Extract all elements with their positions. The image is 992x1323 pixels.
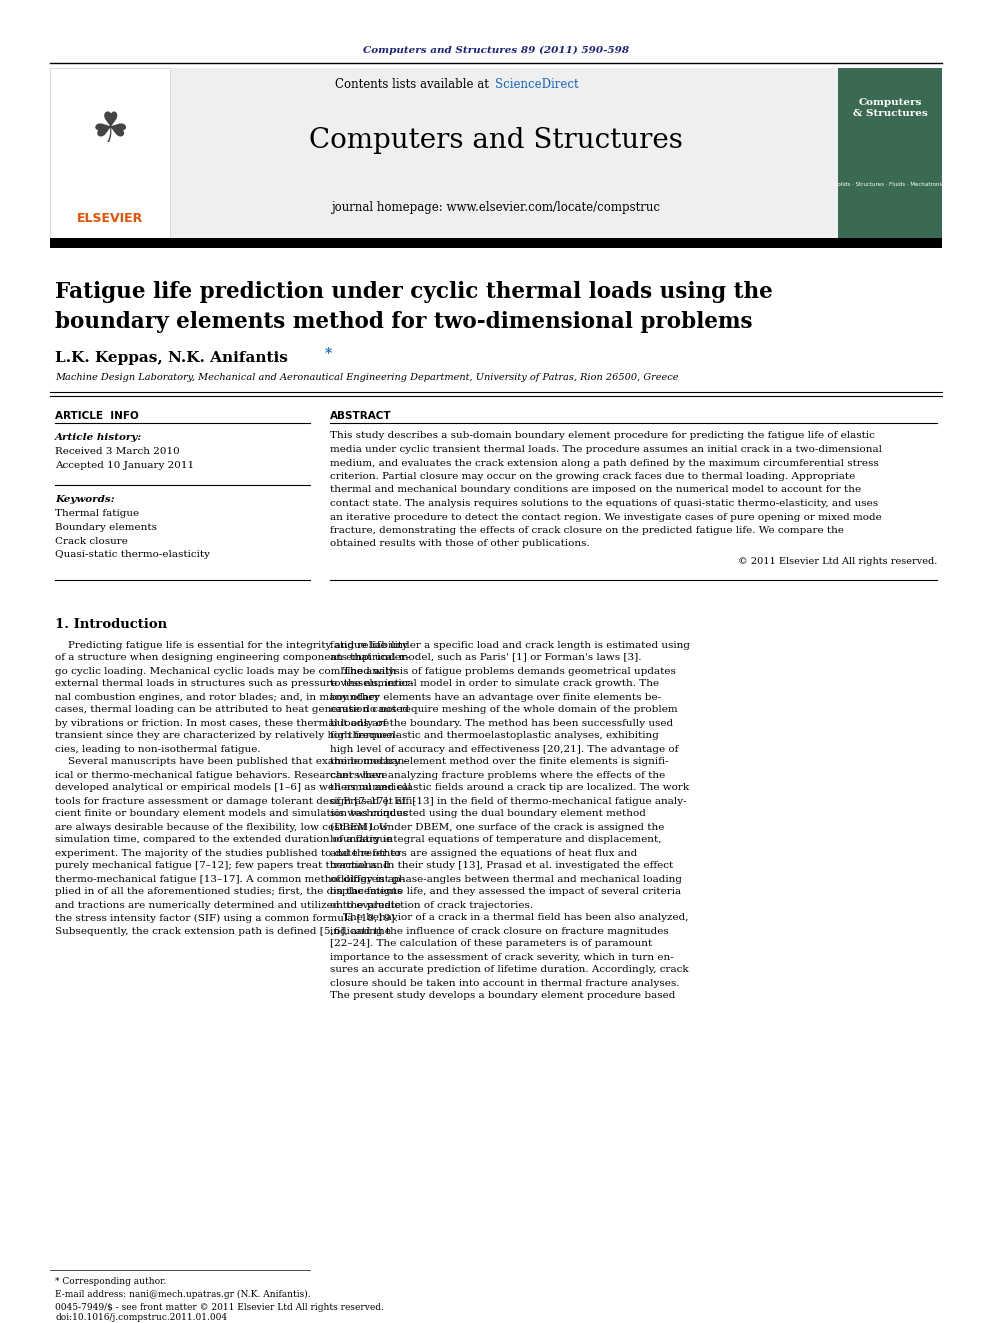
Text: ScienceDirect: ScienceDirect <box>495 78 578 91</box>
Text: medium, and evaluates the crack extension along a path defined by the maximum ci: medium, and evaluates the crack extensio… <box>330 459 879 467</box>
Text: cases, thermal loading can be attributed to heat generation caused: cases, thermal loading can be attributed… <box>55 705 409 714</box>
Text: contact state. The analysis requires solutions to the equations of quasi-static : contact state. The analysis requires sol… <box>330 499 878 508</box>
Text: E-mail address: nani@mech.upatras.gr (N.K. Anifantis).: E-mail address: nani@mech.upatras.gr (N.… <box>55 1290 310 1299</box>
Text: thermo-mechanical fatigue [13–17]. A common methodology is ap-: thermo-mechanical fatigue [13–17]. A com… <box>55 875 405 884</box>
Text: are always desirable because of the flexibility, low cost and low: are always desirable because of the flex… <box>55 823 389 831</box>
Text: Quasi-static thermo-elasticity: Quasi-static thermo-elasticity <box>55 550 210 560</box>
Text: L.K. Keppas, N.K. Anifantis: L.K. Keppas, N.K. Anifantis <box>55 351 288 365</box>
Text: thermal and elastic fields around a crack tip are localized. The work: thermal and elastic fields around a crac… <box>330 783 689 792</box>
Text: cient finite or boundary element models and simulation techniques: cient finite or boundary element models … <box>55 810 408 819</box>
Text: ELSEVIER: ELSEVIER <box>76 212 143 225</box>
Text: of a structure when designing engineering components that under-: of a structure when designing engineerin… <box>55 654 410 663</box>
Text: [22–24]. The calculation of these parameters is of paramount: [22–24]. The calculation of these parame… <box>330 939 653 949</box>
Text: purely mechanical fatigue [7–12]; few papers treat thermal and: purely mechanical fatigue [7–12]; few pa… <box>55 861 390 871</box>
Text: 1. Introduction: 1. Introduction <box>55 618 167 631</box>
Text: sures an accurate prediction of lifetime duration. Accordingly, crack: sures an accurate prediction of lifetime… <box>330 966 688 975</box>
Text: media under cyclic transient thermal loads. The procedure assumes an initial cra: media under cyclic transient thermal loa… <box>330 445 882 454</box>
Text: *: * <box>325 347 332 361</box>
Text: Keywords:: Keywords: <box>55 496 115 504</box>
Text: but only of the boundary. The method has been successfully used: but only of the boundary. The method has… <box>330 718 674 728</box>
Text: doi:10.1016/j.compstruc.2011.01.004: doi:10.1016/j.compstruc.2011.01.004 <box>55 1314 227 1323</box>
Text: high level of accuracy and effectiveness [20,21]. The advantage of: high level of accuracy and effectiveness… <box>330 745 679 754</box>
Text: the boundary element method over the finite elements is signifi-: the boundary element method over the fin… <box>330 758 669 766</box>
Text: of Prasad et al. [13] in the field of thermo-mechanical fatigue analy-: of Prasad et al. [13] in the field of th… <box>330 796 686 806</box>
Text: of different phase-angles between thermal and mechanical loading: of different phase-angles between therma… <box>330 875 682 884</box>
Text: boundary elements method for two-dimensional problems: boundary elements method for two-dimensi… <box>55 311 753 333</box>
Text: obtained results with those of other publications.: obtained results with those of other pub… <box>330 540 590 549</box>
Text: Computers and Structures: Computers and Structures <box>310 127 682 153</box>
Text: Fatigue life prediction under cyclic thermal loads using the: Fatigue life prediction under cyclic the… <box>55 280 773 303</box>
Text: (DBEM). Under DBEM, one surface of the crack is assigned the: (DBEM). Under DBEM, one surface of the c… <box>330 823 665 832</box>
FancyBboxPatch shape <box>838 67 942 239</box>
Text: Crack closure: Crack closure <box>55 537 128 545</box>
Text: ☘: ☘ <box>91 108 129 151</box>
Text: Thermal fatigue: Thermal fatigue <box>55 509 139 519</box>
Text: developed analytical or empirical models [1–6] as well as numerical: developed analytical or empirical models… <box>55 783 412 792</box>
Text: boundary integral equations of temperature and displacement,: boundary integral equations of temperatu… <box>330 836 662 844</box>
FancyBboxPatch shape <box>50 238 942 247</box>
Text: transient since they are characterized by relatively high frequen-: transient since they are characterized b… <box>55 732 399 741</box>
Text: Several manuscripts have been published that examine mechan-: Several manuscripts have been published … <box>55 758 408 766</box>
Text: indicating the influence of crack closure on fracture magnitudes: indicating the influence of crack closur… <box>330 926 669 935</box>
Text: and tractions are numerically determined and utilized to evaluate: and tractions are numerically determined… <box>55 901 401 909</box>
Text: closure should be taken into account in thermal fracture analyses.: closure should be taken into account in … <box>330 979 680 987</box>
Text: sis was conducted using the dual boundary element method: sis was conducted using the dual boundar… <box>330 810 646 819</box>
Text: ical or thermo-mechanical fatigue behaviors. Researchers have: ical or thermo-mechanical fatigue behavi… <box>55 770 388 779</box>
Text: on the prediction of crack trajectories.: on the prediction of crack trajectories. <box>330 901 533 909</box>
Text: ARTICLE  INFO: ARTICLE INFO <box>55 411 139 421</box>
Text: an iterative procedure to detect the contact region. We investigate cases of pur: an iterative procedure to detect the con… <box>330 512 882 521</box>
FancyBboxPatch shape <box>170 67 838 239</box>
Text: nal combustion engines, and rotor blades; and, in many other: nal combustion engines, and rotor blades… <box>55 692 380 701</box>
Text: an empirical model, such as Paris' [1] or Forman's laws [3].: an empirical model, such as Paris' [1] o… <box>330 654 642 663</box>
Text: tractions. In their study [13], Prasad et al. investigated the effect: tractions. In their study [13], Prasad e… <box>330 861 674 871</box>
Text: Accepted 10 January 2011: Accepted 10 January 2011 <box>55 460 194 470</box>
Text: the stress intensity factor (SIF) using a common formula [18,19].: the stress intensity factor (SIF) using … <box>55 913 398 922</box>
Text: by vibrations or friction. In most cases, these thermal loads are: by vibrations or friction. In most cases… <box>55 718 389 728</box>
Text: boundary elements have an advantage over finite elements be-: boundary elements have an advantage over… <box>330 692 661 701</box>
Text: Computers and Structures 89 (2011) 590-598: Computers and Structures 89 (2011) 590-5… <box>363 45 629 54</box>
Text: This study describes a sub-domain boundary element procedure for predicting the : This study describes a sub-domain bounda… <box>330 431 875 441</box>
Text: Article history:: Article history: <box>55 434 142 442</box>
FancyBboxPatch shape <box>50 67 170 239</box>
Text: cause do not require meshing of the whole domain of the problem: cause do not require meshing of the whol… <box>330 705 678 714</box>
Text: The analysis of fatigue problems demands geometrical updates: The analysis of fatigue problems demands… <box>330 667 676 676</box>
Text: The behavior of a crack in a thermal field has been also analyzed,: The behavior of a crack in a thermal fie… <box>330 913 688 922</box>
Text: cies, leading to non-isothermal fatigue.: cies, leading to non-isothermal fatigue. <box>55 745 261 754</box>
Text: on the fatigue life, and they assessed the impact of several criteria: on the fatigue life, and they assessed t… <box>330 888 682 897</box>
Text: The present study develops a boundary element procedure based: The present study develops a boundary el… <box>330 991 676 1000</box>
Text: Solids · Structures · Fluids · Mechatronics: Solids · Structures · Fluids · Mechatron… <box>833 183 946 188</box>
Text: * Corresponding author.: * Corresponding author. <box>55 1278 167 1286</box>
Text: criterion. Partial closure may occur on the growing crack faces due to thermal l: criterion. Partial closure may occur on … <box>330 472 855 482</box>
Text: Received 3 March 2010: Received 3 March 2010 <box>55 447 180 456</box>
Text: cant when analyzing fracture problems where the effects of the: cant when analyzing fracture problems wh… <box>330 770 666 779</box>
Text: go cyclic loading. Mechanical cyclic loads may be combined with: go cyclic loading. Mechanical cyclic loa… <box>55 667 396 676</box>
Text: simulation time, compared to the extended duration of a fatigue: simulation time, compared to the extende… <box>55 836 392 844</box>
Text: Boundary elements: Boundary elements <box>55 523 157 532</box>
Text: Subsequently, the crack extension path is defined [5,6], and the: Subsequently, the crack extension path i… <box>55 926 391 935</box>
Text: Computers
& Structures: Computers & Structures <box>853 98 928 118</box>
Text: experiment. The majority of the studies published to date refer to: experiment. The majority of the studies … <box>55 848 401 857</box>
Text: Machine Design Laboratory, Mechanical and Aeronautical Engineering Department, U: Machine Design Laboratory, Mechanical an… <box>55 373 679 382</box>
Text: external thermal loads in structures such as pressure vessels, inter-: external thermal loads in structures suc… <box>55 680 414 688</box>
Text: 0045-7949/$ - see front matter © 2011 Elsevier Ltd All rights reserved.: 0045-7949/$ - see front matter © 2011 El… <box>55 1303 384 1311</box>
Text: ABSTRACT: ABSTRACT <box>330 411 392 421</box>
Text: for thermoelastic and thermoelastoplastic analyses, exhibiting: for thermoelastic and thermoelastoplasti… <box>330 732 659 741</box>
Text: journal homepage: www.elsevier.com/locate/compstruc: journal homepage: www.elsevier.com/locat… <box>331 201 661 213</box>
Text: importance to the assessment of crack severity, which in turn en-: importance to the assessment of crack se… <box>330 953 674 962</box>
Text: fatigue life under a specific load and crack length is estimated using: fatigue life under a specific load and c… <box>330 640 690 650</box>
Text: and the others are assigned the equations of heat flux and: and the others are assigned the equation… <box>330 848 637 857</box>
Text: Predicting fatigue life is essential for the integrity and reliability: Predicting fatigue life is essential for… <box>55 640 408 650</box>
Text: tools for fracture assessment or damage tolerant design [7–17]. Effi-: tools for fracture assessment or damage … <box>55 796 416 806</box>
Text: © 2011 Elsevier Ltd All rights reserved.: © 2011 Elsevier Ltd All rights reserved. <box>738 557 937 566</box>
Text: fracture, demonstrating the effects of crack closure on the predicted fatigue li: fracture, demonstrating the effects of c… <box>330 527 844 534</box>
Text: plied in of all the aforementioned studies; first, the displacements: plied in of all the aforementioned studi… <box>55 888 402 897</box>
Text: Contents lists available at: Contents lists available at <box>335 78 493 91</box>
Text: thermal and mechanical boundary conditions are imposed on the numerical model to: thermal and mechanical boundary conditio… <box>330 486 861 495</box>
Text: to the numerical model in order to simulate crack growth. The: to the numerical model in order to simul… <box>330 680 659 688</box>
